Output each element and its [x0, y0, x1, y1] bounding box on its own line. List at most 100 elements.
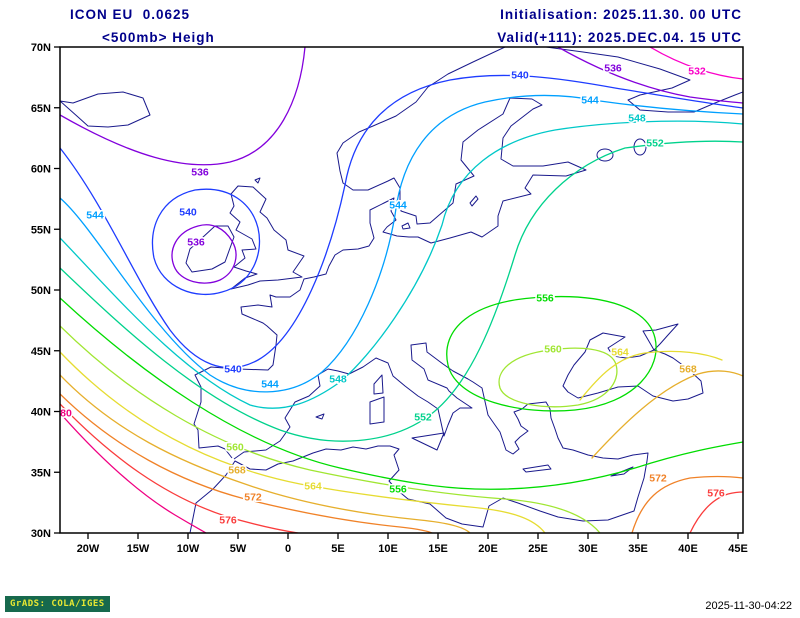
- island-orkney: [254, 177, 261, 184]
- contour-label-560: 560: [544, 344, 562, 356]
- contour-560-ridge-loop: [498, 347, 618, 408]
- axes-layer: 70N 65N 60N 55N 50N 45N 40N 35N 30N 20W 15W 10W 5W 0 5…: [31, 42, 748, 555]
- coastline-black-sea: [562, 323, 704, 402]
- valid-time: Valid(+111): 2025.DEC.04. 15 UTC: [497, 30, 742, 45]
- initialisation-time: Initialisation: 2025.11.30. 00 UTC: [500, 7, 742, 22]
- coastline-north-russia: [545, 47, 743, 113]
- coastline-ireland: [185, 225, 235, 273]
- contour-560-southwest: [60, 325, 601, 533]
- lon-label: 0: [285, 543, 291, 555]
- contour-label-544: 544: [389, 200, 407, 212]
- island-gotland: [469, 195, 479, 207]
- field-title: <500mb> Heigh: [102, 30, 215, 45]
- island-mallorca: [315, 413, 325, 420]
- lon-label: 35E: [628, 543, 648, 555]
- lon-label: 30E: [578, 543, 598, 555]
- lat-label: 50N: [31, 285, 51, 297]
- contour-label-544: 544: [581, 95, 599, 107]
- lon-label: 5W: [230, 543, 247, 555]
- lat-label: 45N: [31, 346, 51, 358]
- contour-label-556: 556: [389, 484, 407, 496]
- contour-label-572: 572: [649, 473, 667, 485]
- contour-564-east: [579, 350, 723, 401]
- contour-label-580: 80: [60, 408, 72, 420]
- island-zealand: [401, 222, 411, 230]
- island-corsica: [373, 374, 384, 395]
- contour-548-trough: [60, 120, 743, 409]
- contour-label-544: 544: [86, 210, 104, 222]
- grads-stamp: GrADS: COLA/IGES: [5, 596, 110, 612]
- contour-544-trough: [60, 94, 743, 393]
- contour-552-trough: [60, 140, 743, 442]
- lat-label: 30N: [31, 528, 51, 540]
- contour-label-552: 552: [646, 138, 664, 150]
- contour-label-548: 548: [628, 113, 646, 125]
- lake-ladoga: [596, 148, 614, 162]
- contour-label-556: 556: [536, 293, 554, 305]
- contour-label-540: 540: [179, 207, 197, 219]
- contour-label-568: 568: [679, 364, 697, 376]
- contour-540-closed-low: [151, 188, 261, 296]
- contour-536-northeast: [557, 47, 743, 104]
- contour-labels-layer: 540 536 532 544 548 552 536 540 536 544 544 556 560 5…: [60, 61, 726, 528]
- lon-label: 45E: [728, 543, 748, 555]
- contour-label-532: 532: [688, 66, 706, 78]
- island-crete: [522, 464, 552, 473]
- lat-label: 40N: [31, 407, 51, 419]
- lon-label: 10W: [177, 543, 200, 555]
- lon-label: 25E: [528, 543, 548, 555]
- contour-label-564: 564: [611, 347, 629, 359]
- contour-532-northeast: [649, 47, 743, 80]
- lon-label: 5E: [331, 543, 344, 555]
- lon-label: 40E: [678, 543, 698, 555]
- contour-572-southwest: [60, 393, 433, 533]
- contours-layer: [60, 47, 743, 533]
- model-title: ICON EU 0.0625: [70, 7, 191, 22]
- island-sardinia: [369, 396, 385, 425]
- coastline-mediterranean-africa: [189, 342, 649, 533]
- contour-label-540: 540: [511, 70, 529, 82]
- contour-label-568: 568: [228, 465, 246, 477]
- contour-580-southwest: [60, 412, 207, 533]
- lat-label: 70N: [31, 42, 51, 54]
- lon-label: 15E: [428, 543, 448, 555]
- lon-label: 10E: [378, 543, 398, 555]
- contour-576-southeast: [689, 491, 743, 533]
- coastlines-layer: [60, 47, 743, 533]
- lat-label: 55N: [31, 224, 51, 236]
- contour-label-536: 536: [187, 237, 205, 249]
- lon-label: 20E: [478, 543, 498, 555]
- island-sicily: [411, 432, 445, 451]
- contour-540-trough: [60, 74, 743, 369]
- creation-timestamp: 2025-11-30-04:22: [705, 600, 792, 612]
- contour-568-east: [591, 370, 743, 459]
- lat-label: 35N: [31, 467, 51, 479]
- contour-556-ridge-loop: [446, 295, 657, 412]
- coastline-iceland: [60, 91, 151, 128]
- contour-label-560: 560: [226, 442, 244, 454]
- lat-label: 65N: [31, 103, 51, 115]
- contour-label-544: 544: [261, 379, 279, 391]
- contour-536-northwest: [60, 47, 306, 166]
- contour-564-southwest: [60, 351, 546, 533]
- contour-label-576: 576: [707, 488, 725, 500]
- contour-label-548: 548: [329, 374, 347, 386]
- contour-label-576: 576: [219, 515, 237, 527]
- contour-label-572: 572: [244, 492, 262, 504]
- map-border: [59, 46, 744, 534]
- contour-572-southeast: [631, 475, 743, 533]
- coastline-great-britain: [229, 185, 305, 290]
- contour-556-south: [60, 297, 743, 490]
- lat-label: 60N: [31, 164, 51, 176]
- contour-label-536: 536: [191, 167, 209, 179]
- contour-576-southwest: [60, 403, 299, 533]
- contour-label-536: 536: [604, 63, 622, 75]
- lon-label: 20W: [77, 543, 100, 555]
- contour-label-564: 564: [304, 481, 322, 493]
- coastline-atlantic-europe: [193, 47, 587, 459]
- lon-label: 15W: [127, 543, 150, 555]
- contour-568-southwest: [60, 374, 471, 533]
- contour-label-540: 540: [224, 364, 242, 376]
